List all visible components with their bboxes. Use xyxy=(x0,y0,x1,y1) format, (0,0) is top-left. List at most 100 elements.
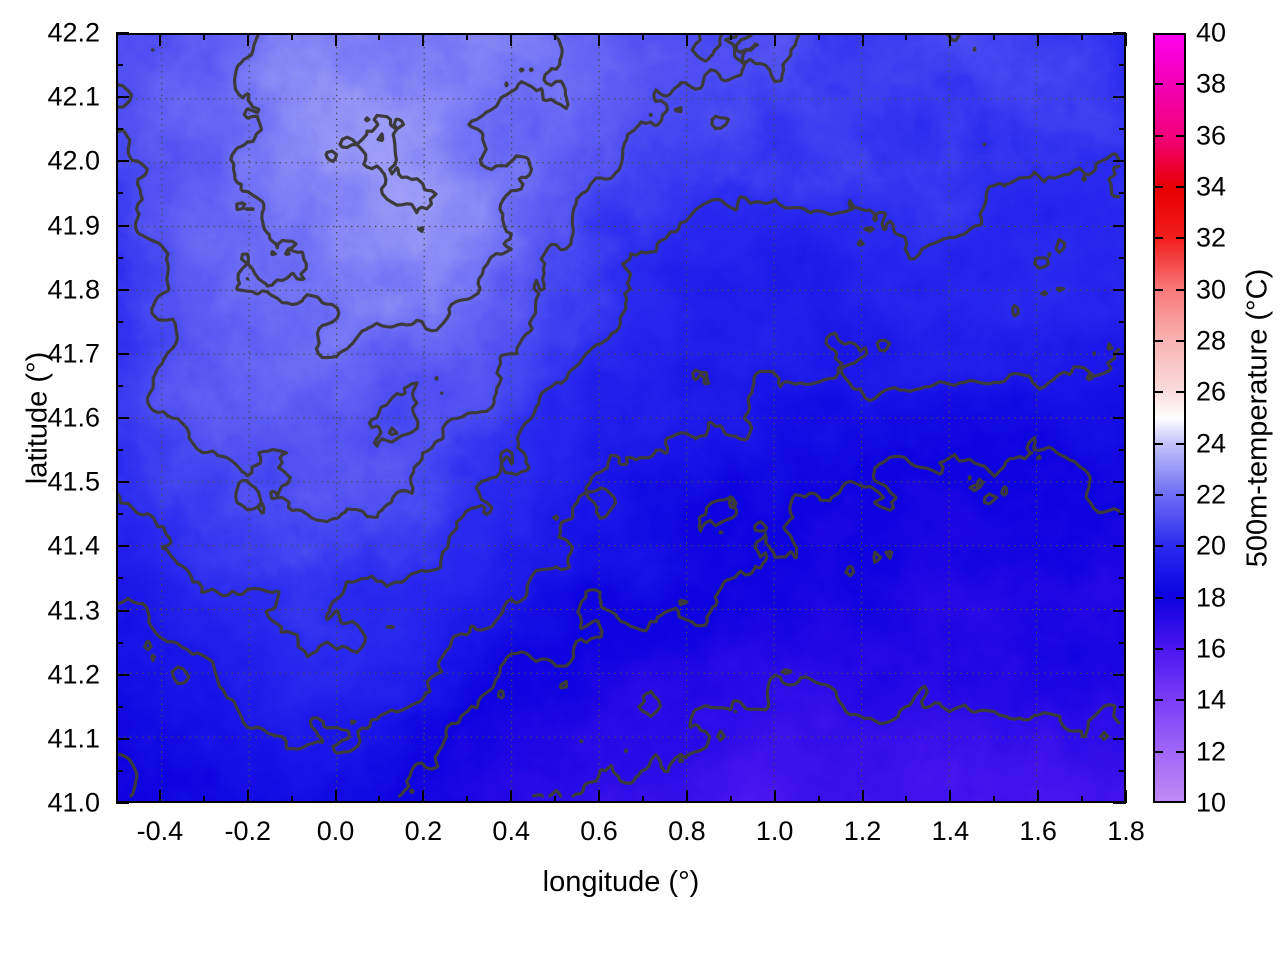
x-axis-title: longitude (°) xyxy=(542,866,700,898)
colorbar-tick-right xyxy=(1176,494,1186,496)
colorbar-tick-label: 24 xyxy=(1196,428,1227,459)
colorbar-tick xyxy=(1153,494,1163,496)
y-tick-minor xyxy=(116,641,123,644)
y-tick-major xyxy=(116,802,129,804)
x-tick-label: 0.8 xyxy=(668,816,706,846)
y-tick-major-right xyxy=(1113,288,1126,291)
x-tick-minor xyxy=(817,796,820,803)
x-tick-minor xyxy=(554,796,557,803)
x-tick-major-top xyxy=(773,33,776,46)
x-tick-minor-top xyxy=(554,33,557,40)
colorbar-tick xyxy=(1153,596,1163,599)
x-tick-minor-top xyxy=(378,33,381,40)
colorbar-tick xyxy=(1153,340,1163,342)
plot-area xyxy=(116,33,1126,803)
y-tick-minor-right xyxy=(1119,705,1126,708)
colorbar-tick-right xyxy=(1176,237,1186,240)
x-tick-minor xyxy=(729,796,732,803)
x-tick-major-top xyxy=(598,33,601,46)
colorbar-tick xyxy=(1153,237,1163,240)
y-tick-label: 42.1 xyxy=(47,81,100,112)
y-tick-minor xyxy=(116,577,123,580)
colorbar-tick xyxy=(1153,750,1163,753)
x-tick-label: 0.0 xyxy=(316,816,355,846)
colorbar-gradient xyxy=(1155,35,1184,801)
x-tick-major-top xyxy=(949,33,952,46)
y-tick-label: 41.0 xyxy=(47,787,100,818)
y-tick-label: 41.9 xyxy=(47,210,100,240)
x-tick-minor xyxy=(1081,796,1084,803)
y-tick-major-right xyxy=(1113,481,1126,484)
x-tick-minor-top xyxy=(641,33,644,40)
x-tick-minor xyxy=(905,796,908,803)
y-tick-minor-right xyxy=(1119,513,1126,516)
x-tick-major xyxy=(773,790,776,803)
colorbar-tick xyxy=(1153,648,1163,650)
y-tick-label: 41.4 xyxy=(47,530,100,561)
y-tick-major xyxy=(116,609,129,612)
y-tick-minor-right xyxy=(1119,577,1126,580)
x-tick-major xyxy=(949,790,952,803)
x-tick-minor xyxy=(290,796,293,803)
x-tick-major xyxy=(685,790,688,803)
y-tick-minor xyxy=(116,192,123,195)
colorbar-tick-right xyxy=(1176,750,1186,753)
y-tick-major xyxy=(116,545,129,548)
x-tick-major xyxy=(861,790,864,803)
x-tick-minor xyxy=(993,796,996,803)
colorbar-tick-right xyxy=(1176,545,1186,548)
y-tick-minor-right xyxy=(1119,320,1126,323)
y-tick-label: 42.2 xyxy=(47,17,100,48)
x-tick-label: 1.0 xyxy=(755,816,794,846)
y-tick-major-right xyxy=(1113,160,1126,163)
y-tick-major xyxy=(116,737,129,740)
y-tick-minor-right xyxy=(1119,384,1126,387)
x-tick-minor xyxy=(466,796,469,803)
y-tick-major-right xyxy=(1113,737,1126,740)
y-tick-major-right xyxy=(1113,673,1126,676)
colorbar-tick-label: 36 xyxy=(1196,120,1227,151)
x-tick-major xyxy=(510,790,513,803)
colorbar-tick xyxy=(1153,83,1163,86)
colorbar-tick-label: 14 xyxy=(1196,684,1227,715)
x-tick-major xyxy=(246,790,249,803)
x-tick-major-top xyxy=(861,33,864,46)
y-tick-minor xyxy=(116,513,123,516)
colorbar-tick-label: 30 xyxy=(1196,274,1227,305)
x-tick-minor-top xyxy=(202,33,205,40)
x-tick-major-top xyxy=(334,33,337,46)
y-tick-minor xyxy=(116,449,123,452)
x-tick-minor-top xyxy=(993,33,996,40)
y-tick-minor xyxy=(116,256,123,259)
y-tick-major xyxy=(116,288,129,291)
x-tick-major xyxy=(1037,790,1040,803)
x-tick-major xyxy=(598,790,601,803)
colorbar-tick xyxy=(1153,442,1163,445)
y-tick-minor-right xyxy=(1119,641,1126,644)
x-tick-major-top xyxy=(422,33,425,46)
colorbar-tick-right xyxy=(1176,288,1186,291)
colorbar-title: 500m-temperature (°C) xyxy=(1241,268,1274,568)
y-tick-minor-right xyxy=(1119,449,1126,452)
colorbar-tick-right xyxy=(1176,83,1186,86)
y-tick-minor xyxy=(116,128,123,131)
x-tick-major-top xyxy=(1037,33,1040,46)
y-tick-minor xyxy=(116,705,123,708)
y-axis-title: latitude (°) xyxy=(21,351,54,485)
x-tick-minor-top xyxy=(1081,33,1084,40)
colorbar-tick-label: 34 xyxy=(1196,171,1227,202)
y-tick-label: 41.1 xyxy=(47,723,100,754)
y-tick-minor xyxy=(116,384,123,387)
y-tick-label: 41.2 xyxy=(47,659,100,690)
y-tick-major-right xyxy=(1113,96,1126,99)
y-tick-minor xyxy=(116,320,123,323)
y-tick-minor-right xyxy=(1119,128,1126,131)
x-tick-major xyxy=(1125,790,1127,803)
x-tick-minor xyxy=(641,796,644,803)
y-tick-major xyxy=(116,481,129,484)
x-tick-label: 1.2 xyxy=(843,816,882,846)
x-tick-minor-top xyxy=(905,33,908,40)
colorbar-tick-right xyxy=(1176,442,1186,445)
y-tick-major-right xyxy=(1113,224,1126,227)
colorbar-tick-label: 10 xyxy=(1196,787,1227,818)
